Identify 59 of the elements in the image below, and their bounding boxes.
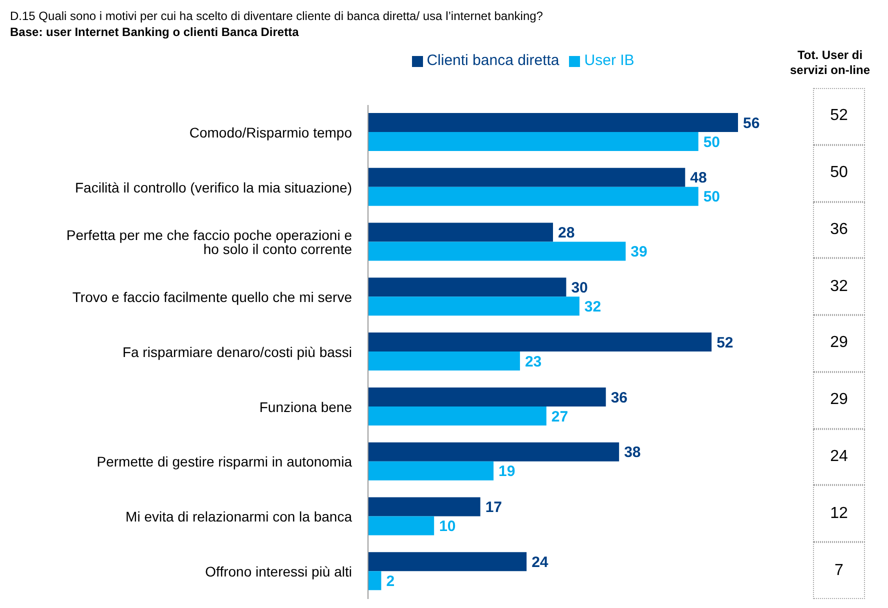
text: 50: [813, 144, 865, 202]
data-label: 17: [485, 499, 502, 516]
data-label: 32: [584, 298, 602, 316]
data-label: 23: [524, 353, 542, 370]
text: 12: [813, 485, 865, 542]
data-label: 56: [743, 114, 760, 132]
data-label: 38: [624, 444, 641, 462]
text: 7: [813, 542, 865, 599]
data-label: 50: [703, 134, 720, 151]
bar: [368, 387, 606, 406]
bar: [368, 442, 620, 462]
y-tick-label: Facilità il controllo (verifico la mia situazione): [75, 179, 352, 196]
text: 36: [813, 202, 865, 258]
y-tick-label: Trovo e faccio facilmente quello che mi serve: [72, 289, 352, 306]
data-label: 48: [690, 170, 707, 187]
y-tick-label: Perfetta per me che faccio poche operazioni e ho solo il conto corrente: [66, 227, 352, 258]
bar: [368, 296, 580, 316]
legend-label: User IB: [584, 52, 634, 69]
text: 29: [813, 372, 865, 429]
bar: [368, 352, 520, 371]
data-label: 52: [716, 334, 734, 352]
legend-label: Clienti banca diretta: [426, 52, 560, 69]
bar: [368, 406, 546, 426]
data-label: 28: [558, 224, 575, 242]
bar: [368, 168, 686, 187]
y-tick-label: Permette di gestire risparmi in autonomia: [96, 454, 352, 470]
bar: [368, 332, 712, 352]
data-label: 24: [532, 554, 549, 571]
bar: [368, 186, 698, 206]
y-tick-label: Funziona bene: [259, 398, 352, 415]
data-label: 2: [386, 572, 395, 590]
data-label: 19: [498, 463, 516, 480]
data-label: 30: [571, 279, 588, 296]
data-label: 10: [439, 518, 456, 536]
text: 29: [813, 315, 865, 372]
data-label: 36: [610, 389, 628, 406]
bar: [368, 497, 480, 516]
bar: [368, 222, 553, 242]
text: 24: [813, 428, 865, 486]
chart-title: D.15 Quali sono i motivi per cui ha scelto di diventare cliente di banca diretta/ usa l’internet banking?: [10, 8, 544, 24]
y-tick-label: Comodo/Risparmio tempo: [189, 124, 352, 140]
bar: [368, 132, 698, 151]
text: 52: [813, 88, 865, 145]
bar: [368, 242, 626, 261]
bar: [368, 552, 527, 572]
data-label: 50: [703, 188, 720, 206]
bar: [368, 461, 494, 480]
bar: [368, 278, 566, 297]
text: 32: [813, 258, 865, 316]
data-label: 39: [630, 244, 648, 261]
bar: [368, 571, 382, 590]
text: Base: user Internet Banking o clienti Banca Diretta: [10, 24, 300, 40]
y-tick-label: Fa risparmiare denaro/costi più bassi: [122, 344, 352, 360]
text: Tot. User di servizi on-line: [788, 48, 872, 78]
data-label: 27: [551, 408, 568, 426]
bar: [368, 516, 434, 536]
bar: [368, 113, 738, 132]
y-tick-label: Mi evita di relazionarmi con la banca: [126, 508, 352, 525]
y-tick-label: Offrono interessi più alti: [205, 564, 352, 580]
